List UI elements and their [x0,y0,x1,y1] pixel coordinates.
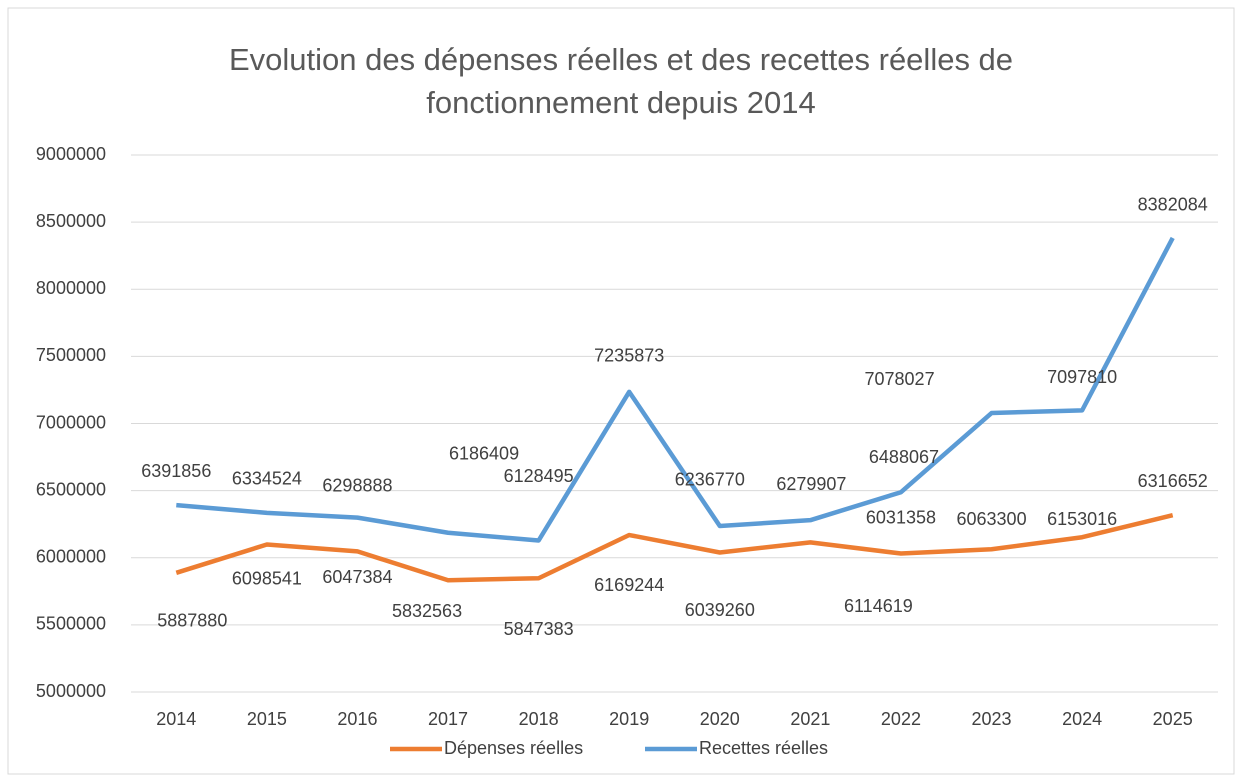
data-label: 5847383 [504,619,574,639]
data-label: 6334524 [232,469,302,489]
x-tick-label: 2020 [700,709,740,729]
data-label: 6316652 [1138,471,1208,491]
y-tick-label: 6000000 [36,547,106,567]
chart-title: Evolution des dépenses réelles et des re… [228,42,1014,120]
data-label: 6031358 [866,507,936,527]
x-tick-label: 2019 [609,709,649,729]
data-label: 6039260 [685,600,755,620]
data-label: 5832563 [392,601,462,621]
data-label: 6047384 [322,567,392,587]
legend-label: Recettes réelles [699,738,828,758]
y-tick-label: 7500000 [36,345,106,365]
x-tick-label: 2017 [428,709,468,729]
y-tick-label: 5000000 [36,681,106,701]
data-label: 7235873 [594,346,664,366]
data-label: 7097810 [1047,367,1117,387]
x-tick-label: 2022 [881,709,921,729]
data-label: 5887880 [157,611,227,631]
data-label: 6063300 [957,509,1027,529]
x-tick-label: 2016 [337,709,377,729]
x-tick-label: 2025 [1153,709,1193,729]
y-tick-label: 6500000 [36,479,106,499]
series-line [176,236,1175,543]
data-label: 6114619 [844,596,913,616]
data-label: 6298888 [322,475,392,495]
x-tick-label: 2024 [1062,709,1102,729]
data-label: 6236770 [675,470,745,490]
data-label: 8382084 [1138,195,1208,215]
data-label: 6098541 [232,568,302,588]
chart-border [7,7,1235,775]
x-tick-label: 2015 [247,709,287,729]
series-line [175,513,1174,583]
x-tick-label: 2018 [519,709,559,729]
data-label: 6169244 [594,575,664,595]
x-tick-label: 2021 [790,709,830,729]
data-label: 7078027 [865,369,935,389]
data-label: 6279907 [776,474,846,494]
y-tick-label: 9000000 [36,144,106,164]
data-label: 6488067 [869,447,939,467]
x-tick-label: 2023 [972,709,1012,729]
x-tick-label: 2014 [156,709,196,729]
data-label: 6186409 [449,443,519,463]
data-label: 6153016 [1047,509,1117,529]
y-tick-label: 5500000 [36,614,106,634]
data-label: 6128495 [504,466,574,486]
data-label: 6391856 [141,461,211,481]
legend-label: Dépenses réelles [444,738,583,758]
y-tick-label: 8500000 [36,211,106,231]
y-tick-label: 8000000 [36,278,106,298]
y-tick-label: 7000000 [36,412,106,432]
